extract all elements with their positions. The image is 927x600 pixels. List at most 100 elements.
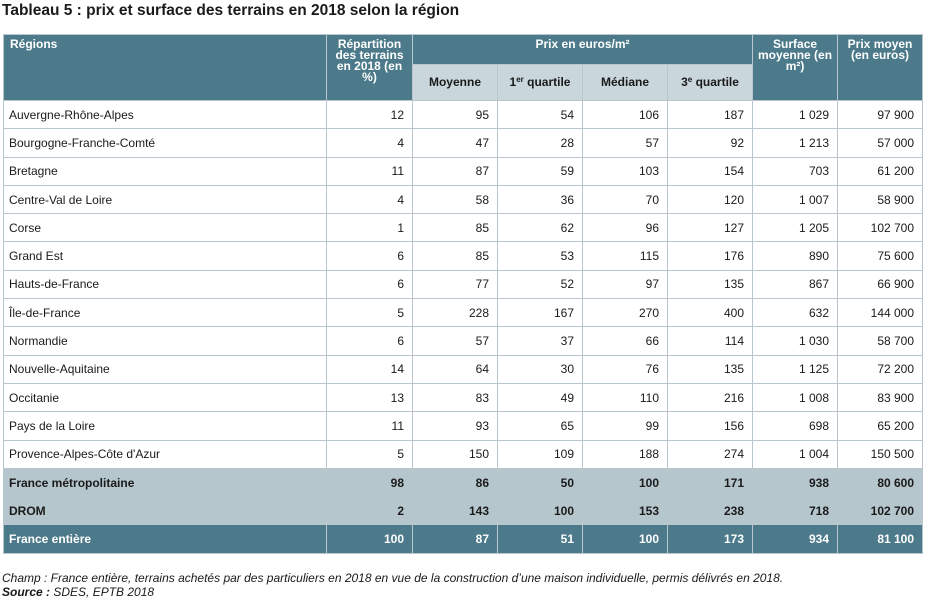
cell-moy: 85 [412,241,498,271]
cell-q1: 51 [497,524,583,554]
cell-q3: 114 [666,326,754,356]
cell-surf: 1 007 [752,184,839,215]
cell-prix: 58 700 [837,326,924,356]
cell-rep: 11 [326,411,413,441]
cell-med: 96 [582,213,668,243]
row-label: France entière [3,524,327,554]
table-row: DROM 2 143 100 153 238 718 102 700 [3,496,924,526]
cell-surf: 934 [752,524,839,554]
cell-med: 57 [582,128,668,158]
cell-q1: 36 [497,184,583,215]
cell-q3: 127 [666,213,754,243]
table-row: Bretagne 11 87 59 103 154 703 61 200 [3,156,924,186]
cell-prix: 72 200 [837,354,924,384]
row-label: Provence-Alpes-Côte d'Azur [3,439,327,469]
cell-rep: 14 [326,354,413,384]
footnote-source: Source : SDES, EPTB 2018 [2,585,155,599]
cell-rep: 12 [326,99,413,130]
table-row: Centre-Val de Loire 4 58 36 70 120 1 007 58 900 [3,184,924,215]
table-row: France entière 100 87 51 100 173 934 81 100 [3,524,924,554]
cell-prix: 97 900 [837,99,924,130]
table-row: Provence-Alpes-Côte d'Azur 5 150 109 188 274 1… [3,439,924,469]
cell-rep: 2 [326,496,413,526]
cell-q3: 274 [666,439,754,469]
cell-q3: 176 [666,241,754,271]
cell-q3: 173 [666,524,754,554]
cell-moy: 77 [412,269,498,300]
table-title: Tableau 5 : prix et surface des terrains… [2,2,460,19]
cell-prix: 75 600 [837,241,924,271]
cell-med: 66 [582,326,668,356]
header-surface: Surface moyenne (en m²) [752,34,839,101]
cell-q3: 187 [666,99,754,130]
cell-q3: 154 [666,156,754,186]
cell-prix: 144 000 [837,298,924,328]
row-label: Occitanie [3,382,327,413]
header-regions: Régions [3,34,327,101]
cell-surf: 698 [752,411,839,441]
header-q3: 3e quartile [666,64,754,101]
cell-rep: 98 [326,467,413,498]
cell-surf: 1 029 [752,99,839,130]
row-label: Île-de-France [3,298,327,328]
table-row: Hauts-de-France 6 77 52 97 135 867 66 900 [3,269,924,300]
row-label: Hauts-de-France [3,269,327,300]
row-label: Nouvelle-Aquitaine [3,354,327,384]
row-label: Centre-Val de Loire [3,184,327,215]
table-row: France métropolitaine 98 86 50 100 171 938 80 6… [3,467,924,498]
cell-prix: 102 700 [837,213,924,243]
cell-moy: 150 [412,439,498,469]
cell-q1: 100 [497,496,583,526]
row-label: Corse [3,213,327,243]
cell-med: 76 [582,354,668,384]
table-row: Île-de-France 5 228 167 270 400 632 144 000 [3,298,924,328]
cell-med: 188 [582,439,668,469]
cell-med: 106 [582,99,668,130]
cell-q1: 167 [497,298,583,328]
cell-moy: 228 [412,298,498,328]
cell-moy: 95 [412,99,498,130]
cell-med: 70 [582,184,668,215]
cell-q1: 50 [497,467,583,498]
cell-rep: 100 [326,524,413,554]
cell-rep: 5 [326,439,413,469]
cell-q1: 37 [497,326,583,356]
cell-rep: 4 [326,128,413,158]
table-row: Pays de la Loire 11 93 65 99 156 698 65 200 [3,411,924,441]
cell-q1: 54 [497,99,583,130]
cell-surf: 1 004 [752,439,839,469]
cell-med: 115 [582,241,668,271]
cell-surf: 1 125 [752,354,839,384]
cell-moy: 87 [412,156,498,186]
row-label: Bretagne [3,156,327,186]
row-label: Normandie [3,326,327,356]
cell-prix: 58 900 [837,184,924,215]
cell-med: 100 [582,467,668,498]
cell-q1: 49 [497,382,583,413]
cell-moy: 87 [412,524,498,554]
row-label: Pays de la Loire [3,411,327,441]
cell-med: 153 [582,496,668,526]
cell-q1: 65 [497,411,583,441]
cell-q3: 135 [666,354,754,384]
cell-prix: 66 900 [837,269,924,300]
cell-surf: 632 [752,298,839,328]
table-row: Bourgogne-Franche-Comté 4 47 28 57 92 1 213 57 … [3,128,924,158]
cell-moy: 64 [412,354,498,384]
header-moyenne: Moyenne [412,64,498,101]
header-prix-moyen: Prix moyen (en euros) [837,34,924,101]
cell-rep: 5 [326,298,413,328]
cell-rep: 13 [326,382,413,413]
cell-surf: 890 [752,241,839,271]
cell-moy: 83 [412,382,498,413]
cell-med: 99 [582,411,668,441]
cell-prix: 150 500 [837,439,924,469]
cell-moy: 93 [412,411,498,441]
cell-rep: 6 [326,241,413,271]
row-label: Bourgogne-Franche-Comté [3,128,327,158]
cell-prix: 81 100 [837,524,924,554]
cell-q3: 120 [666,184,754,215]
cell-moy: 143 [412,496,498,526]
row-label: DROM [3,496,327,526]
header-prix-group: Prix en euros/m² [411,34,754,65]
